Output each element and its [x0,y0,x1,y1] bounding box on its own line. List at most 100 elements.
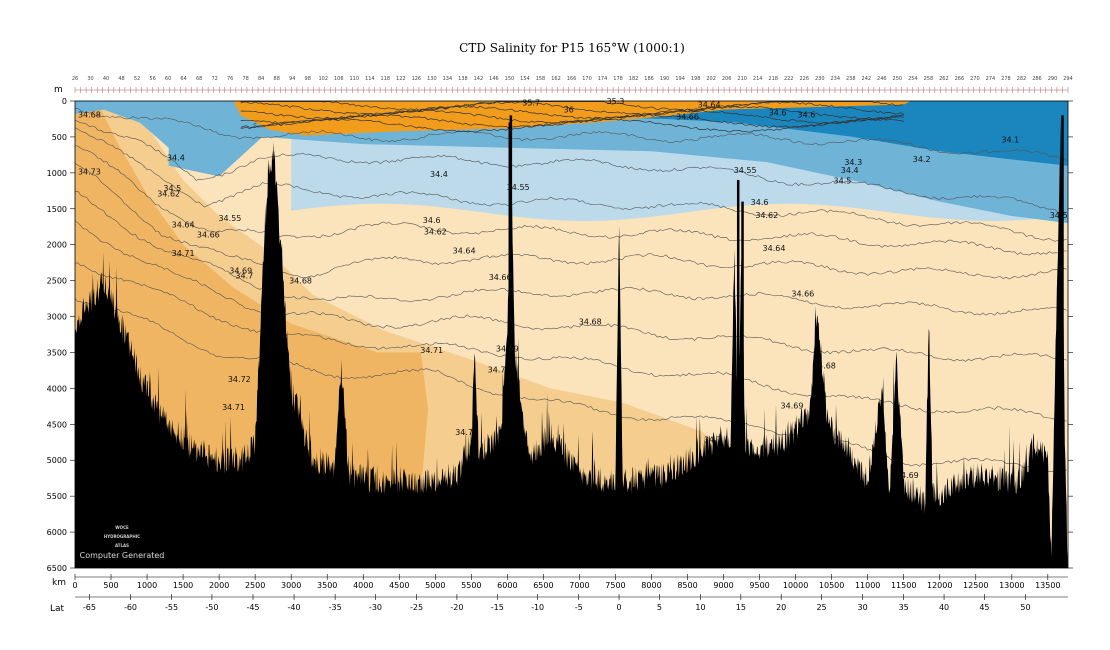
station-label: 226 [799,76,809,82]
contour-label: 34.3 [844,158,862,167]
contour-line-2 [75,127,1067,242]
contour-line-1 [75,120,1067,214]
lat-tick-label: -60 [124,603,137,612]
axes: 26 30 40 48 52 56 60 64 68 72 76 78 84 88 94 98 102 106 11… [47,76,1073,614]
x-tick-label: 3500 [317,581,337,590]
x-tick-label: 6000 [497,581,517,590]
surface-contour-1 [240,101,904,116]
y-tick-label: 5500 [47,492,67,501]
station-label: 126 [412,76,422,82]
watermark-line-1: WOCE [115,525,129,530]
x-tick-label: 4000 [353,581,373,590]
station-label: 182 [629,76,639,82]
contour-label: 34.71 [420,346,443,355]
y-tick-label: 500 [52,133,67,142]
lat-axis-label: Lat [50,604,65,614]
lat-tick-label: -20 [450,603,463,612]
contour-label: 34.62 [755,211,778,220]
station-label: 84 [258,76,264,82]
seamount-spike-2 [736,180,740,568]
contour-label: 34.69 [496,345,519,354]
contour-label: 34.71 [222,403,245,412]
lat-tick-label: -5 [575,603,583,612]
station-label: 258 [924,76,934,82]
station-label: 170 [582,76,592,82]
station-label: 122 [396,76,406,82]
depth-unit-label: m [54,85,63,95]
contour-label: 34.5 [834,177,852,186]
station-label: 154 [520,76,530,82]
station-label: 206 [722,76,732,82]
y-tick-label: 5000 [47,456,67,465]
contour-label: 34.68 [78,111,101,120]
contour-label: 34.62 [424,228,447,237]
seamount-spike-1 [509,115,513,568]
y-tick-label: 1000 [47,169,67,178]
y-tick-label: 3500 [47,348,67,357]
station-label: 114 [365,76,375,82]
y-tick-label: 2000 [47,241,67,250]
contour-line-3 [75,145,1067,256]
surface-contour-3 [240,109,904,124]
x-tick-label: 10000 [783,581,808,590]
contour-label: 35.7 [522,98,540,107]
contour-label: 34.6 [423,216,441,225]
station-label: 274 [986,76,996,82]
station-label: 178 [613,76,623,82]
station-label: 234 [830,76,840,82]
contour-label: 34.4 [841,166,859,175]
contour-label: 34.68 [813,361,836,370]
lat-tick-label: -50 [205,603,218,612]
station-label: 218 [768,76,778,82]
x-tick-label: 1000 [137,581,157,590]
lat-tick-label: -65 [83,603,96,612]
contour-label: 34.64 [698,100,721,109]
x-tick-label: 11500 [891,581,916,590]
contour-label: 34.6 [751,198,769,207]
bathymetry [75,119,1068,568]
contour-label: 34.7 [455,428,473,437]
x-tick-label: 5000 [425,581,445,590]
lat-tick-label: 0 [617,603,622,612]
contour-label: 36 [564,105,574,114]
x-tick-label: 9500 [749,581,769,590]
contour-label: 34.69 [896,471,919,480]
x-tick-label: 1500 [173,581,193,590]
x-tick-label: 8000 [641,581,661,590]
y-tick-label: 6500 [47,564,67,573]
y-tick-label: 4500 [47,420,67,429]
x-tick-label: 6500 [533,581,553,590]
contour-label: 34.55 [734,166,757,175]
station-label: 246 [877,76,887,82]
station-label: 68 [196,76,202,82]
station-label: 106 [334,76,344,82]
contour-line-5 [75,190,1067,316]
station-label: 190 [660,76,670,82]
watermark-line-3: ATLAS [115,543,129,548]
x-tick-label: 2000 [209,581,229,590]
station-label: 64 [180,76,186,82]
station-label: 72 [211,76,217,82]
station-label: 26 [72,76,78,82]
contour-line-7 [75,262,1067,422]
station-label: 194 [675,76,685,82]
station-label: 294 [1063,76,1073,82]
contour-label: 34.5 [1050,211,1068,220]
contour-label: 34.64 [453,246,476,255]
lat-tick-label: 5 [657,603,662,612]
x-tick-label: 4500 [389,581,409,590]
x-tick-label: 7500 [605,581,625,590]
x-tick-label: 500 [103,581,118,590]
surface-contour-4 [240,114,904,128]
lat-tick-label: -30 [369,603,382,612]
x-tick-label: 8500 [677,581,697,590]
x-tick-label: 9000 [713,581,733,590]
contour-label: 34.64 [763,244,786,253]
station-label: 286 [1032,76,1042,82]
station-label: 150 [505,76,515,82]
station-label: 210 [737,76,747,82]
contour-label: 34.69 [781,402,804,411]
station-label: 202 [706,76,716,82]
station-label: 254 [908,76,918,82]
lat-tick-label: -45 [246,603,259,612]
